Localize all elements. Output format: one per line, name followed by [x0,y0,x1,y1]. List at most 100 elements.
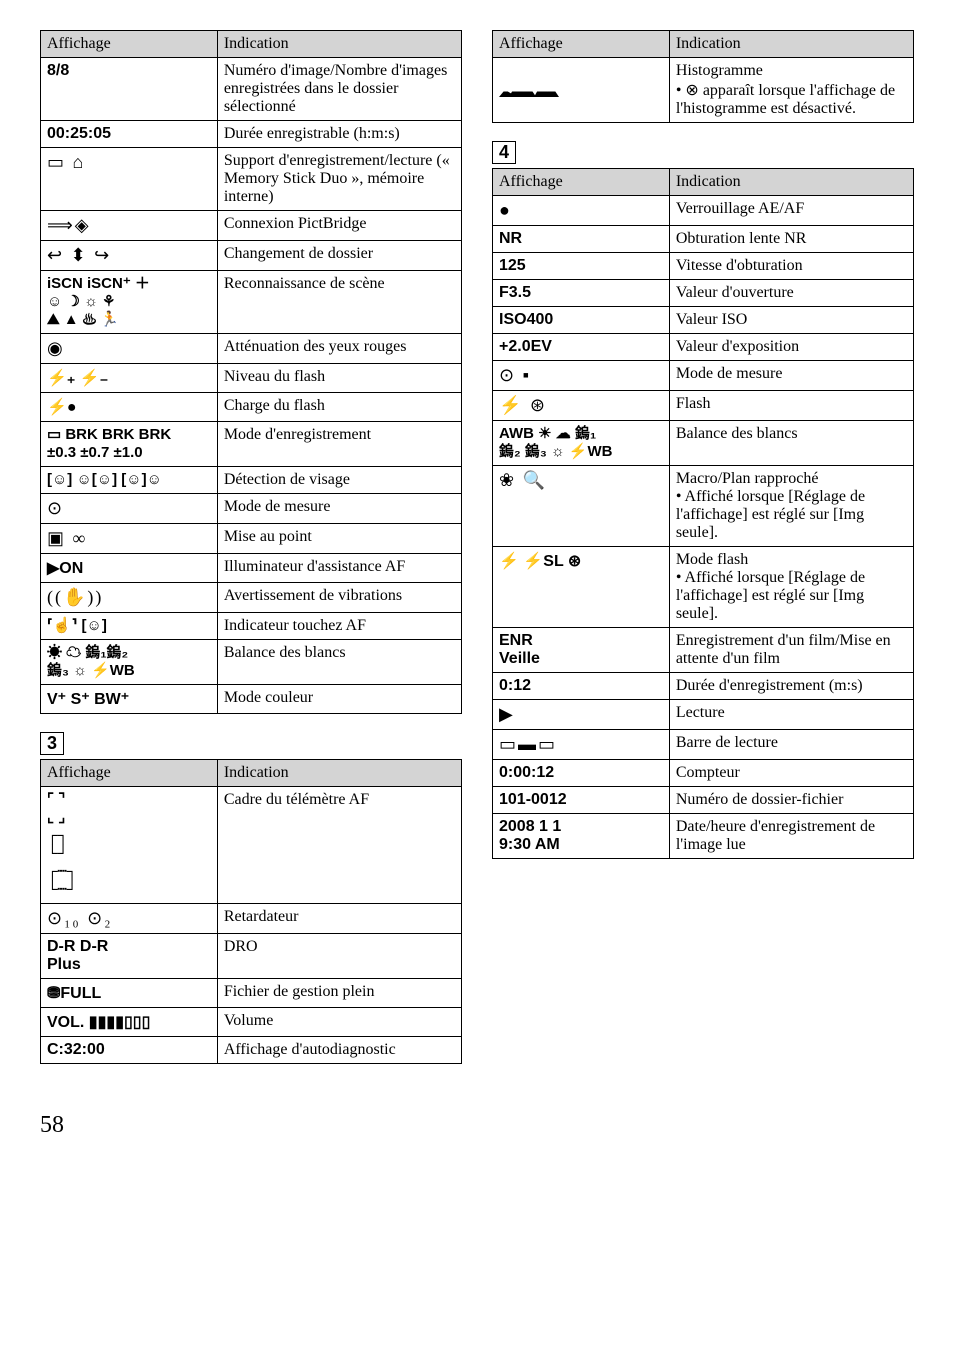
indication-cell: Mode de mesure [217,494,461,524]
display-cell: ☀ ☁ 鎢₁鎢₂ 鎢₃ ☼ ⚡WB [41,640,218,685]
table-row: ⛃FULLFichier de gestion plein [41,979,462,1008]
table-row: 2008 1 1 9:30 AMDate/heure d'enregistrem… [493,814,914,859]
header-indication: Indication [669,31,913,58]
table-row: ⚡₊ ⚡₋Niveau du flash [41,364,462,393]
indication-cell: Support d'enregistrement/lecture (« Memo… [217,148,461,211]
table-row: 101-0012Numéro de dossier-fichier [493,787,914,814]
display-cell: ▶ON [41,554,218,583]
table-row: 0:12Durée d'enregistrement (m:s) [493,673,914,700]
table-row: 8/8Numéro d'image/Nombre d'images enregi… [41,58,462,121]
indication-cell: Affichage d'autodiagnostic [217,1037,461,1064]
section-number-3: 3 [40,732,64,755]
indication-cell: Durée d'enregistrement (m:s) [669,673,913,700]
table-row: Histogramme • ⊗ apparaît lorsque l'affic… [493,58,914,123]
table-row: ((✋))Avertissement de vibrations [41,583,462,613]
indication-cell: Valeur ISO [669,307,913,334]
display-cell: ⛃FULL [41,979,218,1008]
display-cell: ISO400 [493,307,670,334]
table-row: +2.0EVValeur d'exposition [493,334,914,361]
table-row: ▶ONIlluminateur d'assistance AF [41,554,462,583]
indication-cell: Indicateur touchez AF [217,613,461,640]
indication-cell: Changement de dossier [217,241,461,271]
display-cell: iSCN iSCN⁺ ＋ ☺ ☽ ☼ ⚘ ⛰ ▲ ♨ 🏃 [41,271,218,334]
indication-cell: Détection de visage [217,467,461,494]
indication-cell: Histogramme • ⊗ apparaît lorsque l'affic… [669,58,913,123]
display-cell: 0:00:12 [493,760,670,787]
table-indicators-3-continued: Affichage Indication Histogramme • ⊗ app… [492,30,914,123]
display-cell: [☺] ☺[☺] [☺]☺ [41,467,218,494]
display-cell: ENR Veille [493,628,670,673]
display-cell: ⊙ ▪ [493,361,670,391]
table-row: iSCN iSCN⁺ ＋ ☺ ☽ ☼ ⚘ ⛰ ▲ ♨ 🏃Reconnaissan… [41,271,462,334]
indication-cell: Vitesse d'obturation [669,253,913,280]
indication-cell: Compteur [669,760,913,787]
indication-cell: Balance des blancs [217,640,461,685]
indication-cell: Reconnaissance de scène [217,271,461,334]
indication-cell: Avertissement de vibrations [217,583,461,613]
table-row: ⚡ ⊛Flash [493,391,914,421]
table-row: ISO400Valeur ISO [493,307,914,334]
header-indication: Indication [669,169,913,196]
display-cell [493,58,670,123]
page-number: 58 [40,1112,914,1139]
indication-cell: Balance des blancs [669,421,913,466]
indication-cell: Macro/Plan rapproché • Affiché lorsque [… [669,466,913,547]
display-cell: V⁺ S⁺ BW⁺ [41,685,218,714]
indication-cell: Niveau du flash [217,364,461,393]
table-indicators-4: Affichage Indication ●Verrouillage AE/AF… [492,168,914,859]
indication-cell: Enregistrement d'un film/Mise en attente… [669,628,913,673]
table-row: F3.5Valeur d'ouverture [493,280,914,307]
table-row: AWB ☀ ☁ 鎢₁ 鎢₂ 鎢₃ ☼ ⚡WBBalance des blancs [493,421,914,466]
indication-cell: Numéro d'image/Nombre d'images enregistr… [217,58,461,121]
indication-cell: Mode couleur [217,685,461,714]
indication-cell: Valeur d'ouverture [669,280,913,307]
indication-cell: Obturation lente NR [669,226,913,253]
display-cell: ● [493,196,670,226]
display-cell: 101-0012 [493,787,670,814]
indication-cell: Lecture [669,700,913,730]
table-row: ▭▬▭Barre de lecture [493,730,914,760]
display-cell: ▭▬▭ [493,730,670,760]
indication-cell: Charge du flash [217,393,461,422]
display-cell: NR [493,226,670,253]
display-cell: ⊙₁₀ ⊙₂ [41,904,218,934]
table-row: ☀ ☁ 鎢₁鎢₂ 鎢₃ ☼ ⚡WBBalance des blancs [41,640,462,685]
header-affichage: Affichage [41,31,218,58]
header-affichage: Affichage [493,169,670,196]
display-cell: 0:12 [493,673,670,700]
indication-cell: Atténuation des yeux rouges [217,334,461,364]
indication-cell: Connexion PictBridge [217,211,461,241]
table-row: [☺] ☺[☺] [☺]☺Détection de visage [41,467,462,494]
table-row: ◉Atténuation des yeux rouges [41,334,462,364]
display-cell: ⚡₊ ⚡₋ [41,364,218,393]
indication-cell: DRO [217,934,461,979]
display-cell: ▭ ⌂ [41,148,218,211]
table-row: ⸢☝⸣ [☺]Indicateur touchez AF [41,613,462,640]
header-indication: Indication [217,760,461,787]
display-cell: AWB ☀ ☁ 鎢₁ 鎢₂ 鎢₃ ☼ ⚡WB [493,421,670,466]
indication-cell: Verrouillage AE/AF [669,196,913,226]
table-row: ⚡ ⚡SL ⊛Mode flash • Affiché lorsque [Rég… [493,547,914,628]
display-cell: F3.5 [493,280,670,307]
indication-cell: Mode d'enregistrement [217,422,461,467]
display-cell: +2.0EV [493,334,670,361]
display-cell: D-R D-R Plus [41,934,218,979]
display-cell: ⚡ ⊛ [493,391,670,421]
display-cell: ⌜ ⌝ ⌞ ⌟ ┌┐ └┘ ┌┈┐ └┈┘ [41,787,218,904]
table-row: 00:25:05Durée enregistrable (h:m:s) [41,121,462,148]
table-row: 0:00:12Compteur [493,760,914,787]
display-cell: ◉ [41,334,218,364]
display-cell: ((✋)) [41,583,218,613]
table-indicators-2-continued: Affichage Indication 8/8Numéro d'image/N… [40,30,462,714]
table-row: ↩ ⬍ ↪Changement de dossier [41,241,462,271]
display-cell: 00:25:05 [41,121,218,148]
table-row: C:32:00Affichage d'autodiagnostic [41,1037,462,1064]
indication-cell: Cadre du télémètre AF [217,787,461,904]
indication-cell: Durée enregistrable (h:m:s) [217,121,461,148]
table-row: D-R D-R PlusDRO [41,934,462,979]
table-row: ENR VeilleEnregistrement d'un film/Mise … [493,628,914,673]
table-row: 125Vitesse d'obturation [493,253,914,280]
display-cell: ▭ BRK BRK BRK ±0.3 ±0.7 ±1.0 [41,422,218,467]
indication-cell: Retardateur [217,904,461,934]
table-row: V⁺ S⁺ BW⁺Mode couleur [41,685,462,714]
